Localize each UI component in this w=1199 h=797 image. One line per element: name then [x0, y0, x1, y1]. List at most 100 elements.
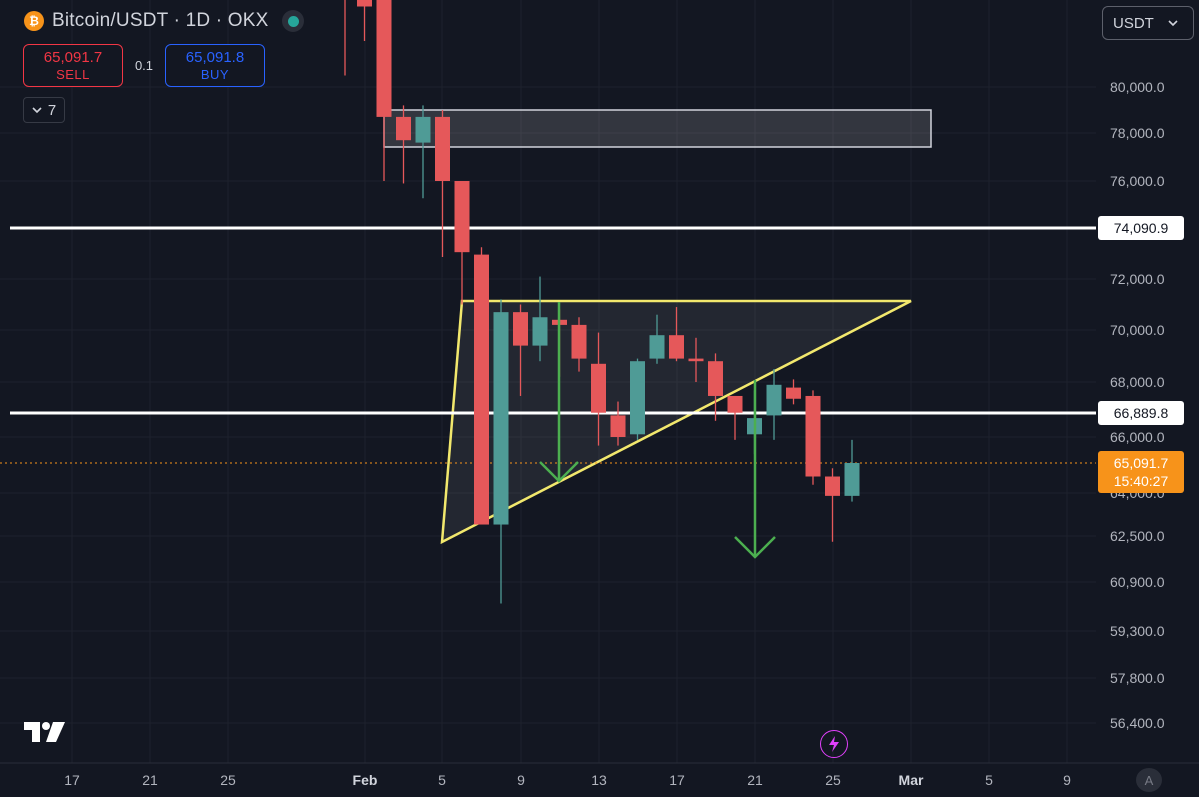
date-axis-label: 25 [220, 772, 236, 788]
chevron-down-icon [1168, 19, 1178, 26]
candle[interactable] [357, 0, 372, 41]
level-price-tag[interactable]: 66,889.8 [1098, 401, 1184, 425]
candle[interactable] [454, 181, 470, 305]
trade-buttons: 65,091.7 SELL 0.1 65,091.8 BUY [23, 44, 265, 87]
date-axis-label: 25 [825, 772, 841, 788]
date-axis-label: 5 [985, 772, 993, 788]
price-axis-label: 59,300.0 [1110, 623, 1165, 639]
date-axis-label: 17 [64, 772, 80, 788]
indicators-collapse-button[interactable]: 7 [23, 97, 65, 123]
candle-body [844, 463, 860, 496]
candle-body [786, 387, 801, 399]
price-axis-label: 68,000.0 [1110, 374, 1165, 390]
indicator-count: 7 [47, 101, 57, 119]
down-arrow-2[interactable] [734, 380, 776, 559]
candle[interactable] [708, 353, 723, 421]
candle[interactable] [435, 110, 450, 258]
candle-body [766, 384, 782, 416]
price-tags: 74,090.9 66,889.8 65,091.7 15:40:27 [1098, 216, 1184, 493]
candle[interactable] [513, 304, 528, 396]
candle[interactable] [610, 401, 626, 446]
price-axis[interactable] [1096, 0, 1199, 797]
candle[interactable] [493, 299, 509, 604]
candle-body [493, 312, 509, 525]
price-axis-label: 80,000.0 [1110, 79, 1165, 95]
candle-body [669, 335, 684, 359]
price-levels [10, 226, 1096, 415]
current-price-tag[interactable]: 65,091.7 15:40:27 [1098, 451, 1184, 493]
price-axis-label: 60,900.0 [1110, 574, 1165, 590]
candle-body [396, 116, 411, 141]
candle[interactable] [396, 105, 411, 184]
level-price-tag[interactable]: 74,090.9 [1098, 216, 1184, 240]
candle[interactable] [786, 379, 801, 405]
price-axis-label: 57,800.0 [1110, 670, 1165, 686]
price-axis-label: 78,000.0 [1110, 125, 1165, 141]
candle[interactable] [630, 358, 645, 440]
candle[interactable] [727, 395, 743, 440]
date-axis-label: 9 [517, 772, 525, 788]
candle[interactable] [591, 332, 606, 446]
sell-price: 65,091.7 [43, 48, 103, 66]
chart-grid [0, 0, 1096, 763]
auto-scale-button[interactable]: A [1136, 768, 1162, 792]
candle[interactable] [844, 439, 860, 502]
candle[interactable] [474, 247, 489, 525]
candle[interactable] [571, 317, 587, 372]
buy-button[interactable]: 65,091.8 BUY [165, 44, 265, 87]
candle-body [610, 415, 626, 437]
spread-value: 0.1 [134, 58, 154, 73]
candle-body [727, 395, 743, 413]
sell-button[interactable]: 65,091.7 SELL [23, 44, 123, 87]
date-axis-label: 5 [438, 772, 446, 788]
date-axis-label: Feb [353, 772, 378, 788]
tradingview-logo[interactable] [24, 720, 68, 744]
price-axis-label: 72,000.0 [1110, 271, 1165, 287]
down-arrow-1[interactable] [539, 302, 579, 483]
buy-label: BUY [200, 66, 230, 82]
candles [338, 0, 860, 604]
supply-zone-box[interactable] [383, 109, 932, 148]
price-axis-label: 56,400.0 [1110, 715, 1165, 731]
time-axis[interactable] [0, 763, 1096, 797]
candle[interactable] [376, 0, 392, 181]
candle-body [513, 312, 528, 346]
candle[interactable] [649, 314, 665, 364]
candle-body [591, 363, 606, 413]
date-axis-label: 13 [591, 772, 607, 788]
candle-body [415, 116, 431, 143]
candle-body [825, 476, 840, 496]
candle-body [688, 358, 704, 362]
candle-body [532, 317, 548, 346]
candle[interactable] [532, 276, 548, 362]
price-axis-label: 76,000.0 [1110, 173, 1165, 189]
candle[interactable] [688, 337, 704, 382]
candle-body [376, 0, 392, 117]
chevron-down-icon [32, 106, 42, 113]
axis-labels: 80,000.0 78,000.0 76,000.0 72,000.0 70,000.0… [64, 79, 1164, 788]
date-axis-label: 21 [747, 772, 763, 788]
candle-body [571, 324, 587, 359]
symbol-header[interactable]: ₿ Bitcoin/USDT · 1D · OKX [24, 10, 305, 32]
candle[interactable] [338, 0, 353, 76]
candle[interactable] [669, 307, 684, 362]
market-status-icon[interactable] [282, 10, 305, 32]
date-axis-label: 17 [669, 772, 685, 788]
candle-body [805, 395, 821, 477]
candle[interactable] [766, 369, 782, 440]
sell-label: SELL [56, 66, 90, 82]
lightning-icon[interactable] [820, 730, 848, 758]
currency-select[interactable]: USDT [1102, 6, 1194, 40]
date-axis-label: Mar [899, 772, 924, 788]
candle-body [357, 0, 372, 7]
symbol-title[interactable]: Bitcoin/USDT · 1D · OKX [52, 10, 269, 31]
candle[interactable] [415, 105, 431, 199]
price-axis-label: 66,000.0 [1110, 429, 1165, 445]
candle-body [474, 254, 489, 525]
candle-body [454, 181, 470, 253]
currency-value: USDT [1113, 14, 1154, 32]
candle[interactable] [825, 468, 840, 542]
bitcoin-icon: ₿ [24, 11, 44, 31]
candle[interactable] [805, 390, 821, 485]
